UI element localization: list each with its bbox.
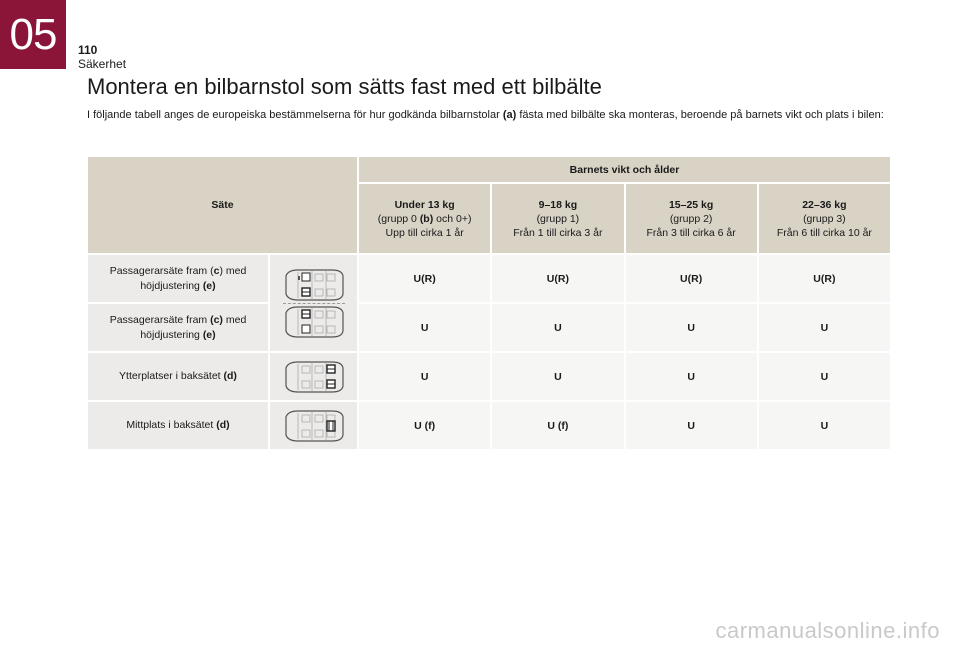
table-cell: U <box>625 304 757 351</box>
table-cell: U(R) <box>625 255 757 302</box>
table-cell: U <box>758 402 890 449</box>
divider <box>282 302 345 304</box>
table-cell: U (f) <box>492 402 624 449</box>
watermark: carmanualsonline.info <box>715 618 940 643</box>
column-age: Från 6 till cirka 10 år <box>776 226 872 239</box>
table-cell: U (f) <box>359 402 491 449</box>
table-cell: U <box>758 353 890 400</box>
table-cell: U <box>625 402 757 449</box>
rear-outer-seat-icon-cell <box>270 353 357 400</box>
page-title: Montera en bilbarnstol som sätts fast me… <box>87 74 602 99</box>
intro-paragraph: I följande tabell anges de europeiska be… <box>87 108 897 123</box>
chapter-tab: 05 <box>0 0 66 69</box>
seat-header: Säte <box>88 157 357 253</box>
seat-label: Mittplats i baksätet (d) <box>88 402 268 449</box>
column-header-2: 9–18 kg (grupp 1) Från 1 till cirka 3 år <box>492 184 624 253</box>
weight-age-header: Barnets vikt och ålder <box>359 157 890 182</box>
column-group: (grupp 0 (b) och 0+) <box>377 212 472 225</box>
car-front-seat-forward-icon <box>284 305 344 338</box>
column-group: (grupp 3) <box>803 212 846 225</box>
table-row: Mittplats i baksätet (d) U (f) U (f <box>88 402 890 449</box>
column-weight: 9–18 kg <box>538 198 578 211</box>
table-row: Ytterplatser i baksätet (d) U U U <box>88 353 890 400</box>
column-age: Från 1 till cirka 3 år <box>513 226 603 239</box>
column-weight: 22–36 kg <box>802 198 847 211</box>
intro-ref: (a) <box>502 109 517 121</box>
column-group: (grupp 1) <box>536 212 580 225</box>
table-row: Passagerarsäte fram (c) med höjdjusterin… <box>88 304 890 351</box>
table-cell: U <box>492 353 624 400</box>
table-cell: U <box>625 353 757 400</box>
column-header-4: 22–36 kg (grupp 3) Från 6 till cirka 10 … <box>758 184 890 253</box>
table-cell: U <box>758 304 890 351</box>
car-rear-middle-seat-icon <box>284 409 344 442</box>
column-header-3: 15–25 kg (grupp 2) Från 3 till cirka 6 å… <box>625 184 757 253</box>
front-seat-icons <box>270 255 357 351</box>
intro-text: I följande tabell anges de europeiska be… <box>87 109 503 121</box>
table-cell: U <box>359 304 491 351</box>
section-name: Säkerhet <box>78 57 127 71</box>
seat-label: Ytterplatser i baksätet (d) <box>88 353 268 400</box>
car-front-seat-belt-icon <box>284 268 344 301</box>
column-weight: 15–25 kg <box>668 198 714 211</box>
table-cell: U(R) <box>758 255 890 302</box>
rear-middle-seat-icon-cell <box>270 402 357 449</box>
column-header-1: Under 13 kg (grupp 0 (b) och 0+) Upp til… <box>359 184 491 253</box>
car-rear-outer-seats-icon <box>284 360 344 393</box>
table-row: Passagerarsäte fram (c) med höjdjusterin… <box>88 255 890 351</box>
table-cell: U(R) <box>492 255 624 302</box>
column-age: Upp till cirka 1 år <box>385 226 464 239</box>
table-cell: U <box>492 304 624 351</box>
intro-text-end: fästa med bilbälte ska monteras, beroend… <box>516 109 884 121</box>
column-weight: Under 13 kg <box>394 198 455 211</box>
table-cell: U(R) <box>359 255 491 302</box>
page-number: 110 <box>78 43 98 57</box>
seat-label: Passagerarsäte fram (c) med höjdjusterin… <box>88 255 268 302</box>
child-seat-table: Säte Barnets vikt och ålder Under 13 kg … <box>86 155 892 451</box>
column-age: Från 3 till cirka 6 år <box>646 226 736 239</box>
column-group: (grupp 2) <box>669 212 713 225</box>
seat-label: Passagerarsäte fram (c) med höjdjusterin… <box>88 304 268 351</box>
table-cell: U <box>359 353 491 400</box>
